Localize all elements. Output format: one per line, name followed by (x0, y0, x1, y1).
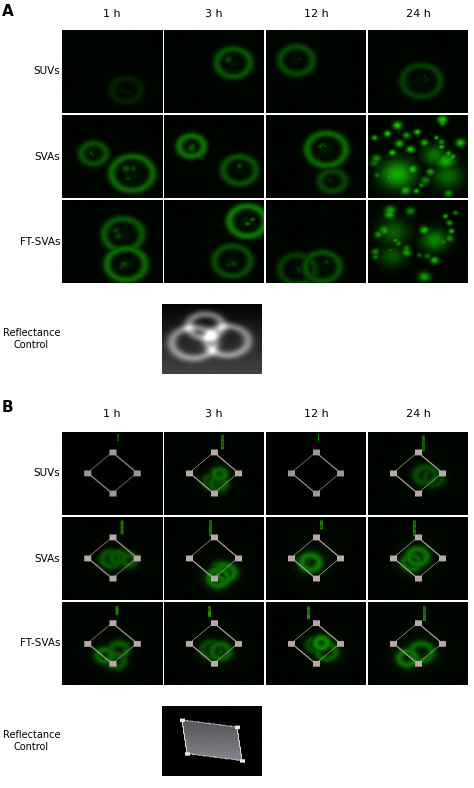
Text: SUVs: SUVs (33, 66, 60, 76)
Text: FT-SVAs: FT-SVAs (19, 236, 60, 247)
Text: B: B (2, 400, 14, 415)
Text: 1 h: 1 h (103, 409, 121, 419)
Text: 24 h: 24 h (406, 409, 430, 419)
Text: 1 h: 1 h (103, 9, 121, 19)
Text: 3 h: 3 h (205, 409, 223, 419)
Text: 3 h: 3 h (205, 9, 223, 19)
Text: SVAs: SVAs (34, 553, 60, 563)
Text: 12 h: 12 h (304, 409, 328, 419)
Text: A: A (2, 4, 14, 19)
Text: FT-SVAs: FT-SVAs (19, 638, 60, 649)
Text: SVAs: SVAs (34, 151, 60, 162)
Text: 12 h: 12 h (304, 9, 328, 19)
Text: Reflectance
Control: Reflectance Control (2, 328, 60, 350)
Text: SUVs: SUVs (33, 469, 60, 478)
Text: 24 h: 24 h (406, 9, 430, 19)
Text: Reflectance
Control: Reflectance Control (2, 730, 60, 752)
